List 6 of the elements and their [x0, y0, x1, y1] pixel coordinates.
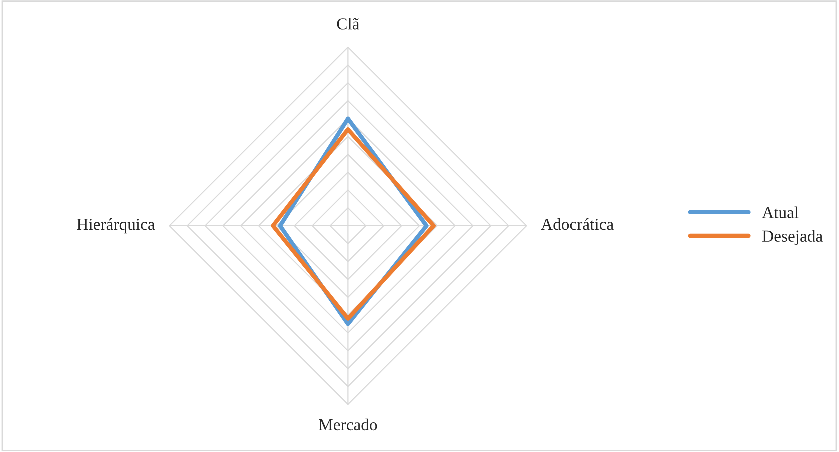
- spoke-label: Mercado: [319, 418, 378, 431]
- legend-label: Atual: [762, 206, 799, 218]
- legend-label: Desejada: [762, 230, 823, 246]
- spoke-label: Hierárquica: [77, 218, 156, 234]
- spoke-label: Adocrática: [541, 218, 614, 230]
- spoke-label: Clã: [337, 18, 360, 30]
